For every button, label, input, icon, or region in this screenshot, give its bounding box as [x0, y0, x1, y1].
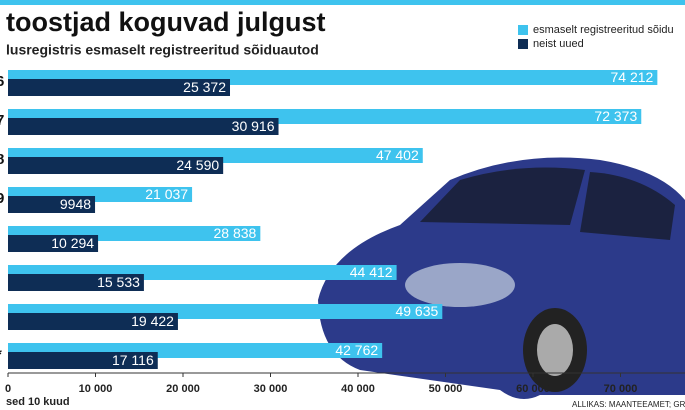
x-tick-label: 70 000: [604, 383, 638, 395]
value-label: 15 533: [97, 274, 140, 290]
value-label: 42 762: [335, 342, 378, 358]
y-tick-label: 7: [0, 112, 4, 129]
value-label: 49 635: [395, 303, 438, 319]
bar: [8, 352, 158, 369]
bar: [8, 313, 178, 330]
legend-swatch: [518, 39, 528, 49]
legend-label: neist uued: [533, 38, 584, 50]
value-label: 17 116: [112, 352, 154, 368]
bar: [8, 274, 144, 291]
y-tick-label: 8: [0, 151, 4, 168]
value-label: 25 372: [183, 79, 226, 95]
value-label: 44 412: [350, 264, 393, 280]
y-tick-label: 9: [0, 190, 4, 207]
bar: [8, 118, 279, 135]
bar: [8, 79, 231, 96]
value-label: 9948: [60, 196, 91, 212]
value-label: 72 373: [594, 108, 637, 124]
legend-swatch: [518, 25, 528, 35]
bar: [8, 196, 96, 213]
x-tick-label: 60 000: [516, 383, 550, 395]
bar: [8, 235, 99, 252]
x-tick-label: 50 000: [429, 383, 463, 395]
x-tick-label: 0: [5, 383, 11, 395]
value-label: 28 838: [214, 225, 257, 241]
value-label: 47 402: [376, 147, 419, 163]
x-tick-label: 10 000: [79, 383, 113, 395]
value-label: 24 590: [176, 157, 219, 173]
bar: [8, 157, 224, 174]
x-tick-label: 30 000: [254, 383, 288, 395]
value-label: 30 916: [232, 118, 275, 134]
y-tick-label: *: [0, 346, 2, 363]
chart-title: toostjad koguvad julgust: [6, 7, 326, 37]
x-tick-label: 40 000: [341, 383, 375, 395]
legend-label: esmaselt registreeritud sõidu: [533, 24, 674, 36]
y-tick-label: 6: [0, 73, 4, 90]
value-label: 10 294: [51, 235, 94, 251]
x-axis-label: sed 10 kuud: [6, 396, 70, 408]
car-illustration: [318, 157, 685, 399]
value-label: 19 422: [131, 313, 174, 329]
top-rule: [0, 0, 685, 5]
chart-subtitle: lusregistris esmaselt registreeritud sõi…: [6, 42, 319, 58]
value-label: 74 212: [611, 69, 654, 85]
source: ALLIKAS: MAANTEEAMET; GRAAFIKA:: [572, 400, 685, 409]
x-tick-label: 20 000: [166, 383, 200, 395]
value-label: 21 037: [145, 186, 188, 202]
